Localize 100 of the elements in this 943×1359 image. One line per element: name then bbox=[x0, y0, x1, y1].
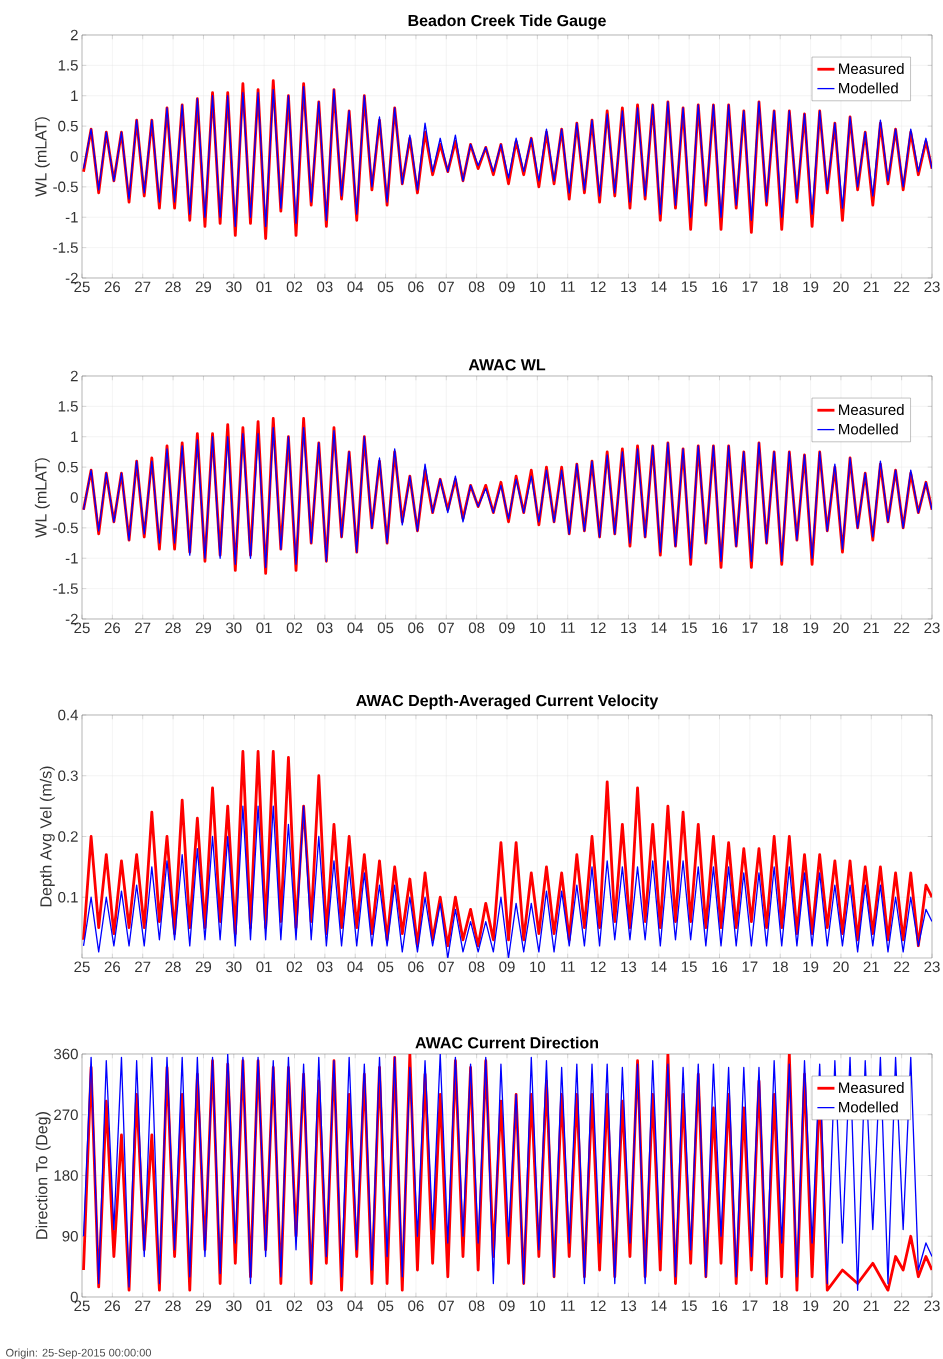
x-tick-label: 08 bbox=[468, 1300, 485, 1312]
x-tick-label: 18 bbox=[773, 622, 788, 634]
y-axis-title: Depth Avg Vel (m/s) bbox=[39, 766, 55, 907]
legend-label: Measured bbox=[839, 63, 904, 75]
x-tick-label: 10 bbox=[530, 1300, 546, 1312]
x-tick-label: 20 bbox=[833, 281, 849, 293]
x-tick-label: 22 bbox=[894, 961, 910, 972]
x-tick-label: 02 bbox=[286, 1300, 303, 1312]
x-tick-label: 27 bbox=[135, 1300, 151, 1311]
x-tick-label: 15 bbox=[681, 961, 697, 972]
x-tick-label: 14 bbox=[651, 1300, 667, 1311]
x-tick-label: 11 bbox=[561, 622, 575, 633]
x-tick-label: 11 bbox=[561, 961, 575, 972]
y-tick-label: 360 bbox=[54, 1048, 78, 1060]
x-tick-label: 02 bbox=[286, 961, 303, 973]
legend-label: Modelled bbox=[839, 82, 898, 94]
x-tick-label: 12 bbox=[590, 281, 606, 292]
x-tick-label: 23 bbox=[924, 961, 940, 973]
y-axis-title: Direction To (Deg) bbox=[35, 1112, 51, 1239]
y-tick-label: 0.5 bbox=[58, 461, 78, 473]
x-tick-label: 06 bbox=[408, 961, 424, 973]
y-tick-label: 0.5 bbox=[58, 120, 78, 132]
chart-title: AWAC WL bbox=[468, 359, 546, 371]
x-tick-label: 28 bbox=[165, 622, 181, 634]
x-tick-label: 29 bbox=[195, 622, 212, 634]
y-tick-label: 1.5 bbox=[58, 60, 78, 71]
x-tick-label: 15 bbox=[681, 1300, 697, 1311]
x-tick-label: 18 bbox=[773, 961, 788, 973]
x-tick-label: 17 bbox=[742, 961, 758, 972]
x-tick-label: 08 bbox=[468, 622, 485, 634]
x-tick-label: 22 bbox=[894, 1300, 910, 1311]
y-tick-label: 90 bbox=[62, 1230, 78, 1242]
x-tick-label: 07 bbox=[438, 961, 454, 973]
x-tick-label: 10 bbox=[530, 281, 546, 293]
x-tick-label: 27 bbox=[135, 281, 151, 292]
x-tick-label: 17 bbox=[742, 281, 758, 292]
y-tick-label: 0.3 bbox=[58, 770, 78, 782]
x-tick-label: 07 bbox=[438, 281, 454, 293]
x-tick-label: 01 bbox=[256, 1300, 272, 1312]
x-tick-label: 12 bbox=[590, 961, 606, 972]
x-tick-label: 11 bbox=[561, 1300, 575, 1311]
x-tick-label: 14 bbox=[651, 961, 667, 972]
x-tick-label: 23 bbox=[924, 281, 940, 293]
y-tick-label: -0.5 bbox=[53, 181, 78, 193]
x-tick-label: 23 bbox=[924, 1300, 940, 1312]
x-tick-label: 01 bbox=[256, 961, 272, 973]
x-tick-label: 30 bbox=[226, 961, 242, 973]
x-tick-label: 19 bbox=[803, 1300, 819, 1312]
x-tick-label: 18 bbox=[773, 281, 788, 293]
x-tick-label: 25 bbox=[74, 961, 90, 973]
y-tick-label: -1 bbox=[65, 212, 78, 223]
x-tick-label: 29 bbox=[195, 961, 212, 973]
x-tick-label: 23 bbox=[924, 622, 940, 634]
y-tick-label: 270 bbox=[54, 1109, 78, 1121]
x-tick-label: 28 bbox=[165, 281, 181, 293]
x-tick-label: 17 bbox=[742, 622, 758, 633]
x-tick-label: 15 bbox=[681, 622, 697, 633]
y-tick-label: 180 bbox=[54, 1170, 78, 1181]
y-axis-title: WL (mLAT) bbox=[34, 117, 50, 197]
x-tick-label: 10 bbox=[530, 961, 546, 973]
x-tick-label: 04 bbox=[347, 1300, 364, 1312]
x-tick-label: 30 bbox=[226, 622, 242, 634]
x-tick-label: 16 bbox=[712, 622, 728, 634]
x-tick-label: 05 bbox=[377, 281, 394, 293]
x-tick-label: 10 bbox=[530, 622, 546, 634]
y-tick-label: -1 bbox=[65, 553, 78, 564]
x-tick-label: 13 bbox=[621, 622, 637, 634]
x-tick-label: 29 bbox=[195, 1300, 212, 1312]
x-tick-label: 26 bbox=[104, 961, 121, 973]
x-tick-label: 17 bbox=[742, 1300, 758, 1311]
x-tick-label: 19 bbox=[803, 961, 819, 973]
x-tick-label: 02 bbox=[286, 281, 303, 293]
x-tick-label: 27 bbox=[135, 622, 151, 633]
x-tick-label: 06 bbox=[408, 281, 424, 293]
y-tick-label: 0.1 bbox=[58, 891, 78, 903]
y-tick-label: 1 bbox=[71, 90, 78, 101]
x-tick-label: 09 bbox=[499, 622, 515, 634]
x-tick-label: 21 bbox=[863, 281, 879, 292]
y-tick-label: 1.5 bbox=[58, 401, 78, 412]
x-tick-label: 16 bbox=[712, 281, 728, 293]
x-tick-label: 22 bbox=[894, 622, 910, 633]
y-tick-label: 0.2 bbox=[58, 831, 78, 842]
x-tick-label: 08 bbox=[468, 961, 485, 973]
x-tick-label: 06 bbox=[408, 1300, 424, 1312]
chart-title: Beadon Creek Tide Gauge bbox=[408, 14, 606, 30]
y-tick-label: 0 bbox=[70, 492, 78, 503]
chart-title: AWAC Current Direction bbox=[415, 1036, 598, 1049]
x-tick-label: 15 bbox=[681, 281, 697, 292]
x-tick-label: 11 bbox=[561, 281, 575, 292]
x-tick-label: 04 bbox=[347, 622, 364, 634]
y-tick-label: 2 bbox=[70, 370, 78, 382]
x-tick-label: 13 bbox=[621, 1300, 637, 1312]
y-axis-title: WL (mLAT) bbox=[34, 458, 50, 538]
x-tick-label: 03 bbox=[317, 622, 333, 634]
x-tick-label: 21 bbox=[863, 961, 879, 972]
y-tick-label: -1.5 bbox=[53, 242, 78, 253]
x-tick-label: 05 bbox=[377, 622, 394, 634]
legend-label: Modelled bbox=[839, 423, 898, 435]
x-tick-label: 07 bbox=[438, 622, 454, 634]
x-tick-label: 05 bbox=[377, 961, 394, 973]
